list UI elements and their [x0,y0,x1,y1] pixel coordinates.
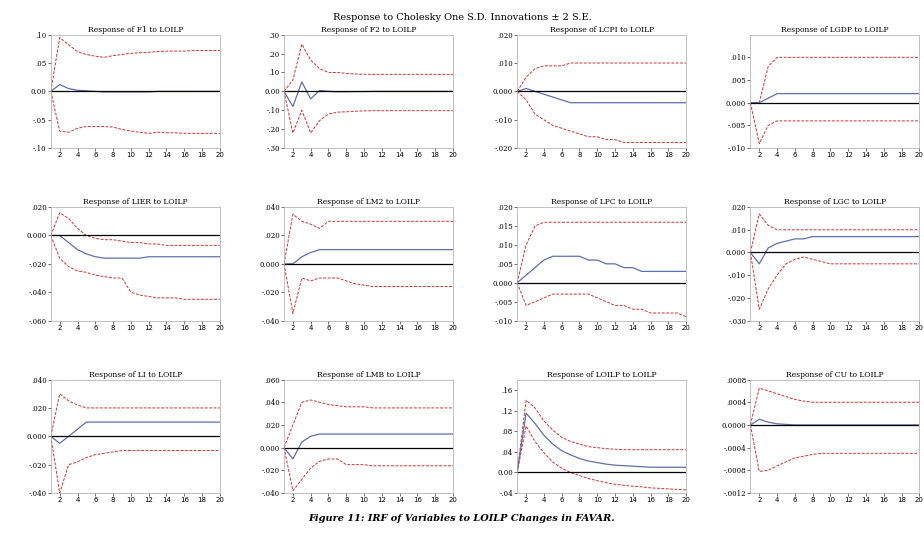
Title: Response of LPC to LOILP: Response of LPC to LOILP [551,198,652,206]
Title: Response of LGDP to LOILP: Response of LGDP to LOILP [781,26,889,34]
Title: Response of LGC to LOILP: Response of LGC to LOILP [784,198,886,206]
Title: Response of LMB to LOILP: Response of LMB to LOILP [317,371,420,379]
Title: Response of F1 to LOILP: Response of F1 to LOILP [88,26,183,34]
Title: Response of LOILP to LOILP: Response of LOILP to LOILP [547,371,657,379]
Title: Response of LIER to LOILP: Response of LIER to LOILP [83,198,188,206]
Title: Response of LM2 to LOILP: Response of LM2 to LOILP [317,198,420,206]
Title: Response of CU to LOILP: Response of CU to LOILP [786,371,883,379]
Title: Response of LCPI to LOILP: Response of LCPI to LOILP [550,26,654,34]
Title: Response of LI to LOILP: Response of LI to LOILP [89,371,182,379]
Text: Figure 11: IRF of Variables to LOILP Changes in FAVAR.: Figure 11: IRF of Variables to LOILP Cha… [309,514,615,523]
Title: Response of F2 to LOILP: Response of F2 to LOILP [321,26,416,34]
Text: Response to Cholesky One S.D. Innovations ± 2 S.E.: Response to Cholesky One S.D. Innovation… [333,13,591,22]
